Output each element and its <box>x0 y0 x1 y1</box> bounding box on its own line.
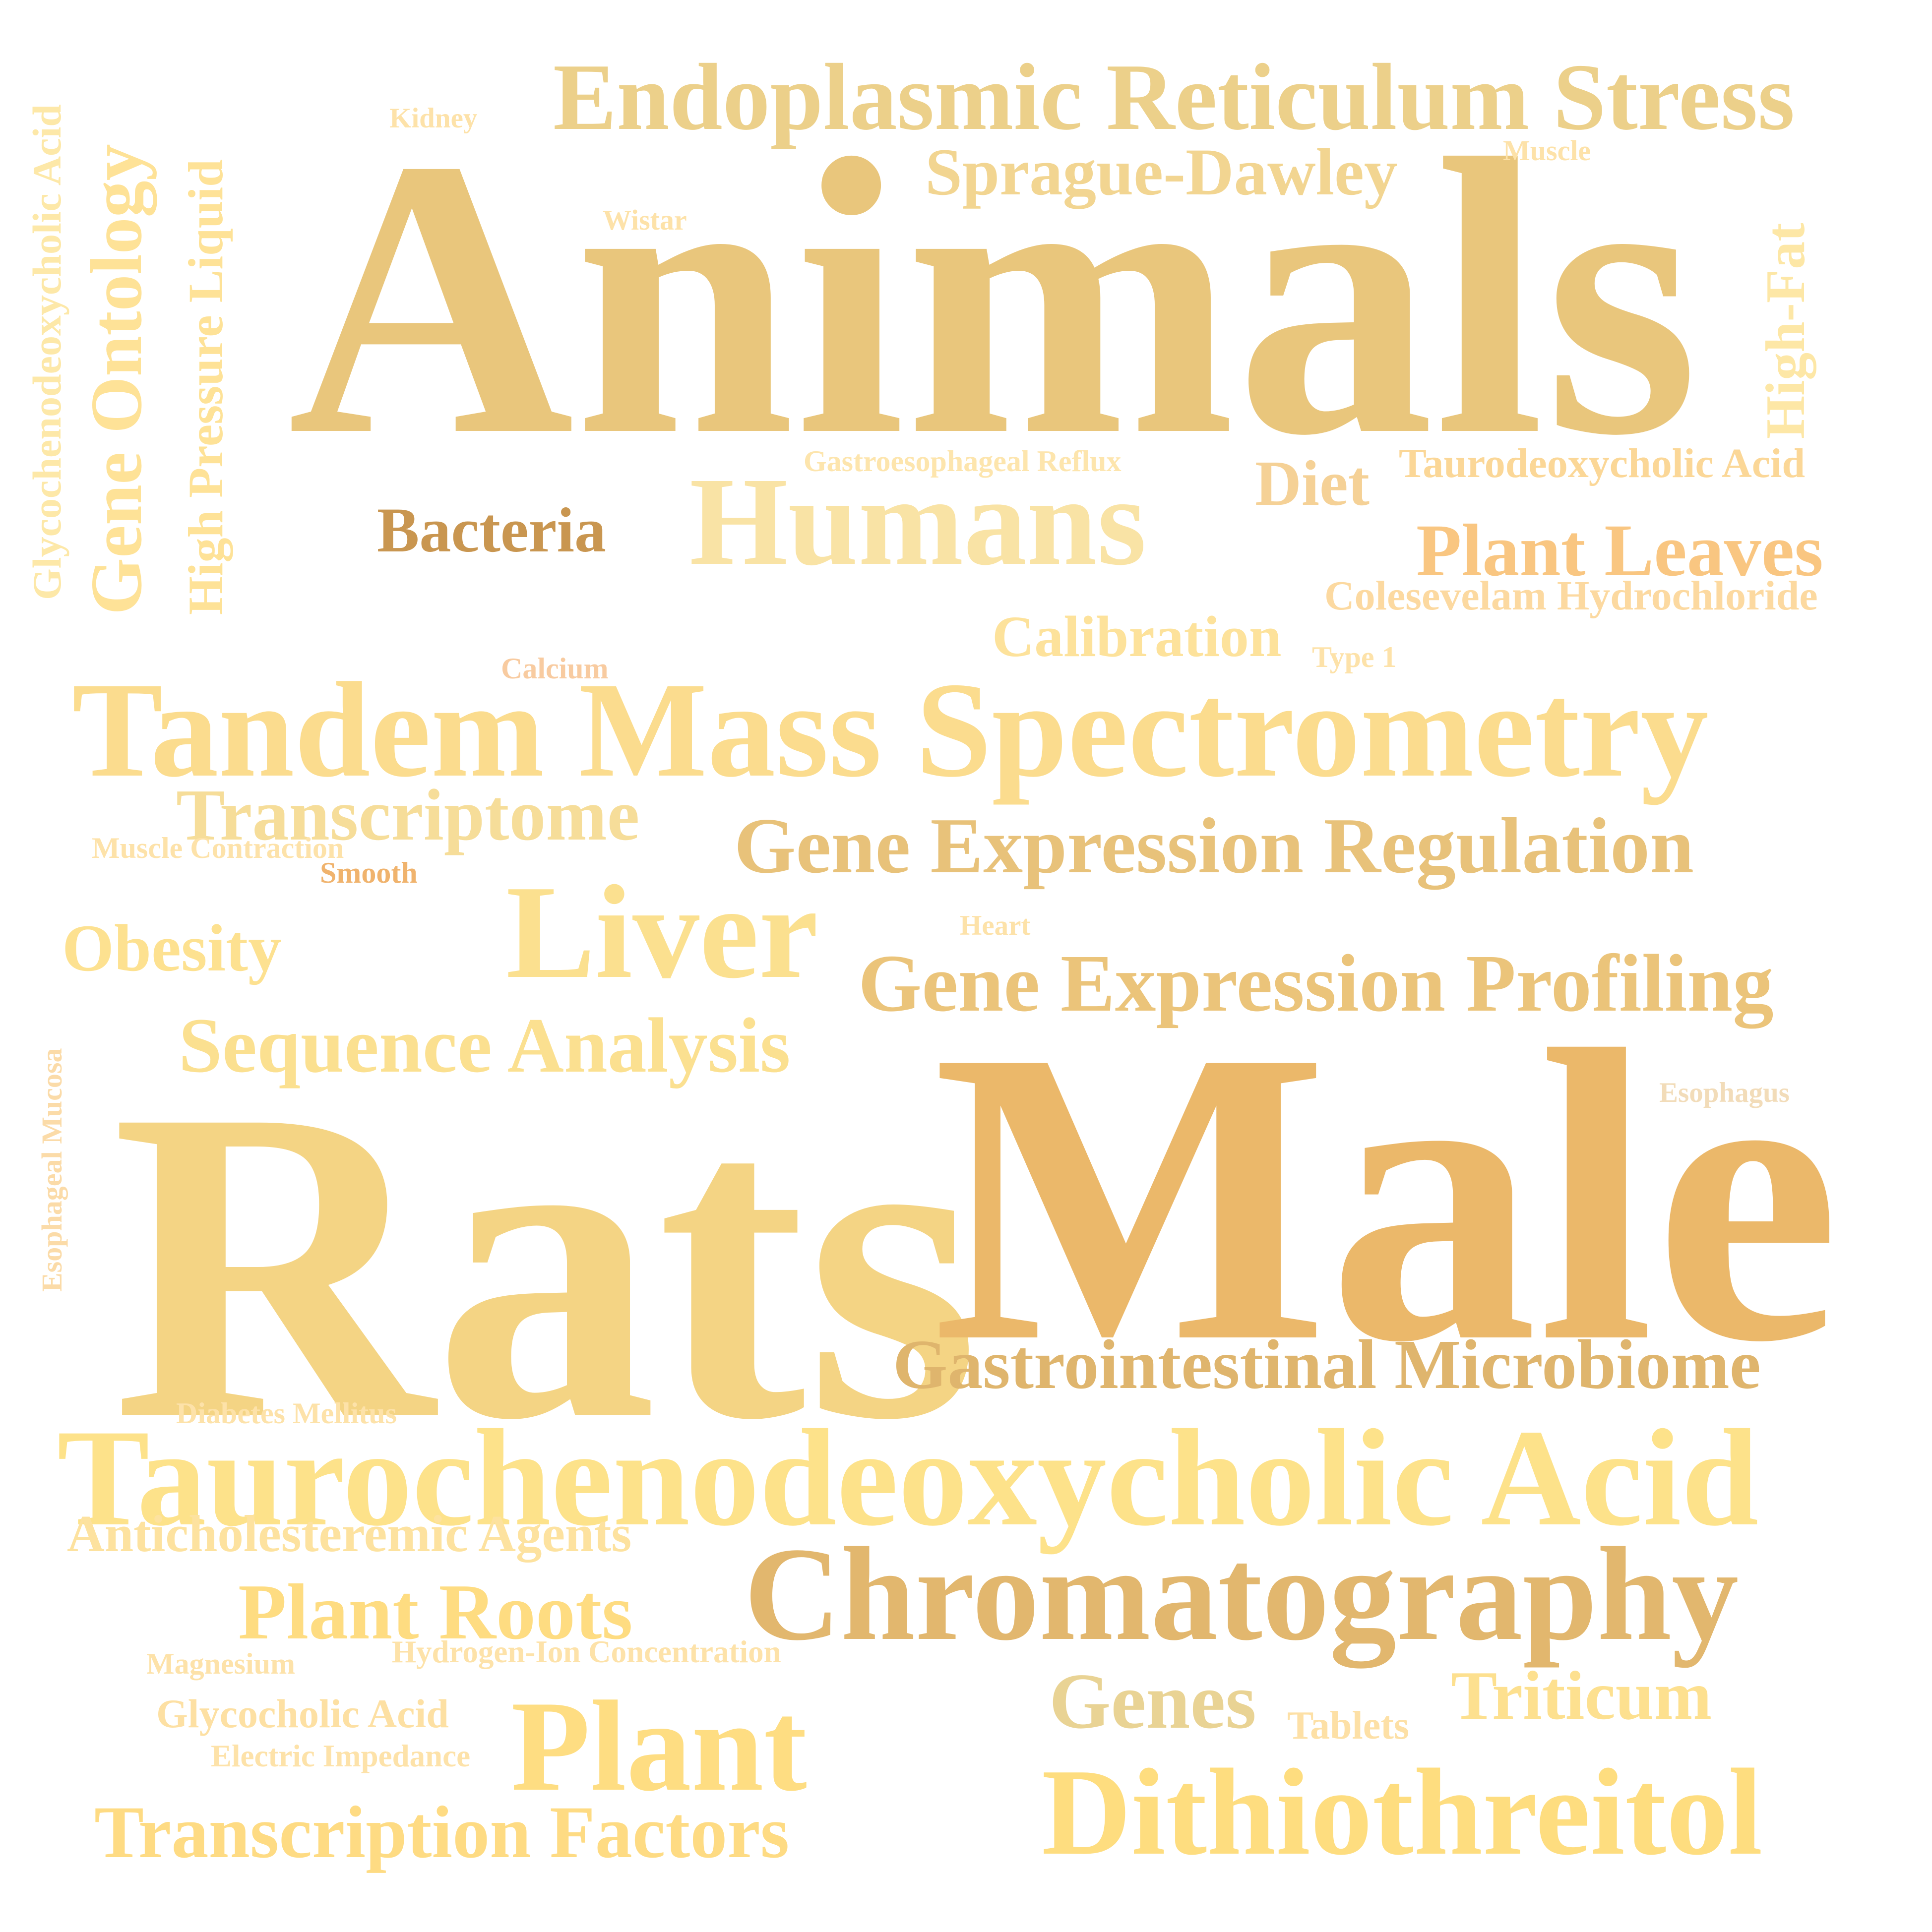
word-tablets: Tablets <box>1287 1704 1410 1748</box>
word-sequence-analysis: Sequence Analysis <box>179 1002 791 1089</box>
word-gastrointestinal-microbiome: Gastrointestinal Microbiome <box>893 1325 1761 1403</box>
word-magnesium: Magnesium <box>146 1647 295 1680</box>
word-smooth: Smooth <box>320 856 418 889</box>
word-high-pressure-liquid: High Pressure Liquid <box>178 159 233 615</box>
word-calcium: Calcium <box>501 652 609 685</box>
word-glycocholic-acid: Glycocholic Acid <box>156 1691 449 1736</box>
word-heart: Heart <box>960 910 1031 941</box>
word-animals: Animals <box>288 78 1699 517</box>
word-gastroesophageal-reflux: Gastroesophageal Reflux <box>804 445 1122 478</box>
word-electric-impedance: Electric Impedance <box>211 1739 471 1773</box>
word-esophagus: Esophagus <box>1659 1077 1790 1108</box>
word-liver: Liver <box>506 858 818 1006</box>
word-high-fat: High-Fat <box>1755 223 1816 439</box>
word-gene-expression-regulation: Gene Expression Regulation <box>734 801 1694 890</box>
word-dithiothreitol: Dithiothreitol <box>1042 1744 1763 1881</box>
word-hydrogen-ion-concentration: Hydrogen-Ion Concentration <box>392 1634 781 1669</box>
word-plant-leaves: Plant Leaves <box>1416 509 1823 592</box>
word-wistar: Wistar <box>603 204 687 236</box>
word-obesity: Obesity <box>62 911 282 985</box>
word-esophageal-mucosa: Esophageal Mucosa <box>36 1048 68 1292</box>
word-transcriptome: Transcriptome <box>176 775 640 856</box>
word-plant-roots: Plant Roots <box>238 1568 633 1656</box>
word-muscle-contraction: Muscle Contraction <box>92 832 344 864</box>
word-endoplasmic-reticulum-stress: Endoplasmic Reticulum Stress <box>553 44 1795 150</box>
word-colesevelam-hydrochloride: Colesevelam Hydrochloride <box>1324 573 1818 619</box>
word-plant: Plant <box>511 1674 807 1818</box>
word-taurochenodeoxycholic-acid: Taurochenodeoxycholic Acid <box>57 1400 1759 1555</box>
word-chromatography: Chromatography <box>744 1520 1739 1668</box>
word-anticholesteremic-agents: Anticholesteremic Agents <box>67 1505 632 1563</box>
word-male: Male <box>933 964 1840 1428</box>
word-tandem-mass-spectrometry: Tandem Mass Spectrometry <box>72 655 1709 805</box>
word-kidney: Kidney <box>389 103 478 134</box>
word-rats: Rats <box>112 1017 980 1511</box>
word-humans: Humans <box>689 452 1147 592</box>
word-type-1: Type 1 <box>1312 641 1397 673</box>
word-muscle: Muscle <box>1503 134 1591 167</box>
word-diet: Diet <box>1255 448 1370 519</box>
word-gene-expression-profiling: Gene Expression Profiling <box>858 938 1774 1028</box>
word-diabetes-mellitus: Diabetes Mellitus <box>176 1397 397 1430</box>
word-bacteria: Bacteria <box>377 495 606 565</box>
word-taurodeoxycholic-acid: Taurodeoxycholic Acid <box>1399 440 1806 486</box>
word-gene-ontology: Gene Ontology <box>76 144 157 615</box>
word-calibration: Calibration <box>992 604 1282 669</box>
word-genes: Genes <box>1049 1657 1256 1745</box>
word-transcription-factors: Transcription Factors <box>94 1791 790 1873</box>
word-sprague-dawley: Sprague-Dawley <box>925 135 1398 209</box>
word-triticum: Triticum <box>1451 1657 1712 1734</box>
word-glycochenodeoxycholic-acid: Glycochenodeoxycholic Acid <box>24 104 69 600</box>
